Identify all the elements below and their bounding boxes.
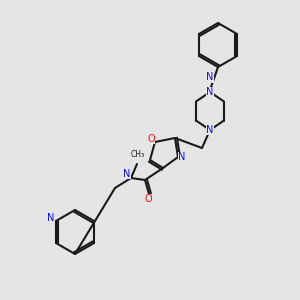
Text: N: N [123, 169, 131, 179]
Text: N: N [47, 213, 55, 223]
Text: O: O [147, 134, 155, 144]
Text: O: O [144, 194, 152, 204]
Text: CH₃: CH₃ [131, 150, 145, 159]
Text: N: N [206, 87, 214, 97]
Text: N: N [206, 125, 214, 135]
Text: N: N [178, 152, 186, 162]
Text: N: N [206, 73, 214, 82]
